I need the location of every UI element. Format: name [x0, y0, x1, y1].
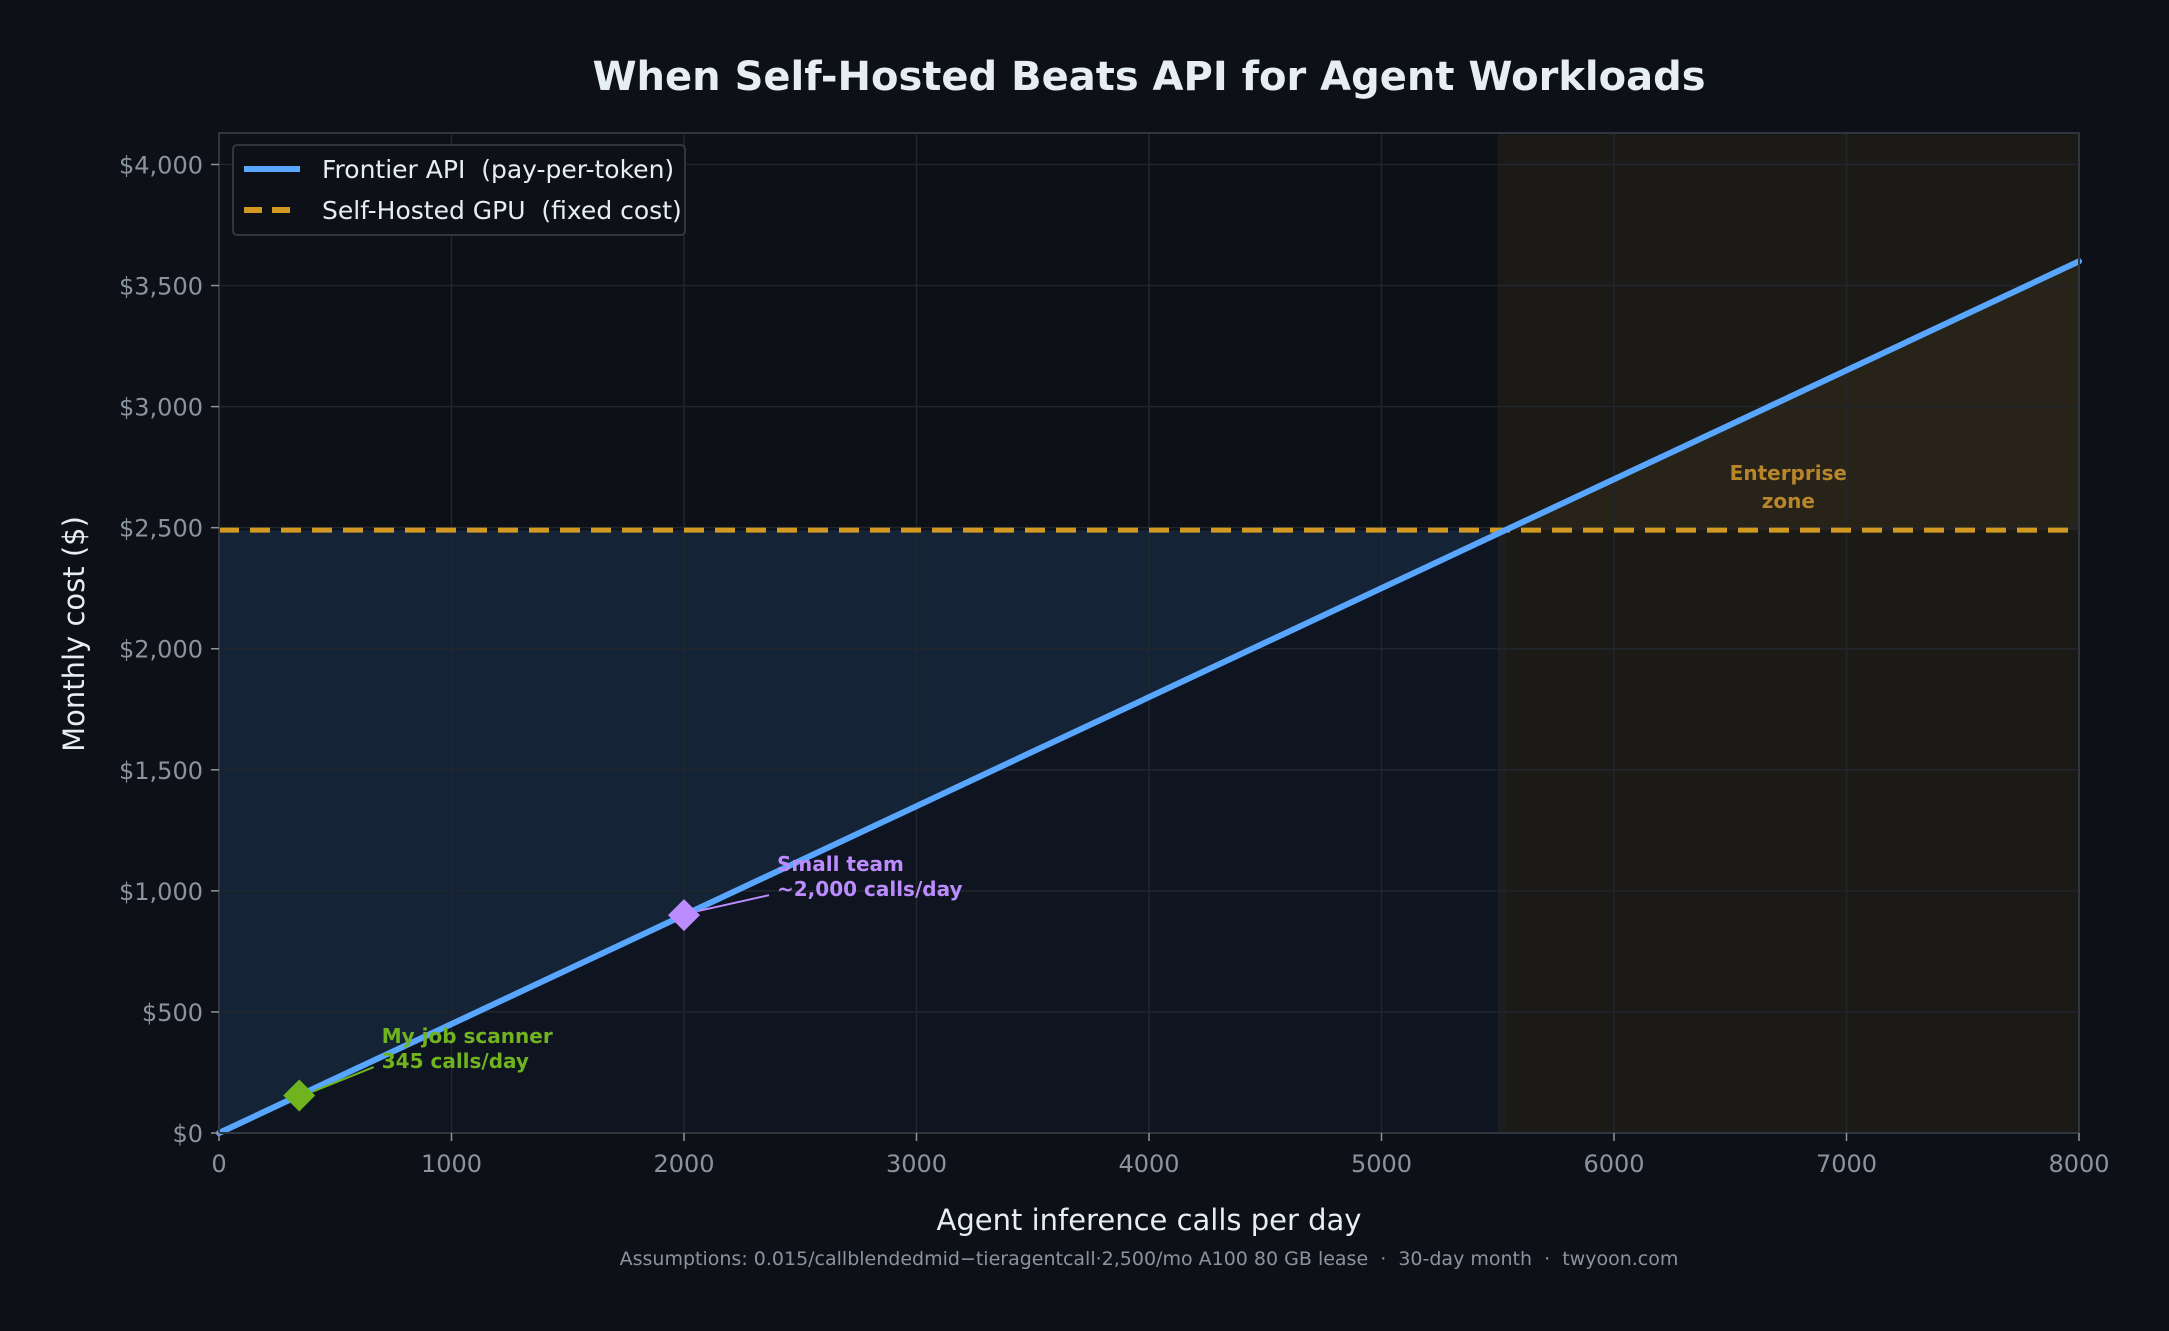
- small-team-marker: [668, 899, 700, 932]
- x-axis: 0 1000 2000 3000 4000 5000 6000 7000 8000: [211, 1133, 2110, 1178]
- series-layer: [216, 258, 2082, 1136]
- x-tick-label: 3000: [886, 1150, 947, 1178]
- x-tick-label: 8000: [2048, 1150, 2109, 1178]
- enterprise-zone-label: Enterprise zone: [1730, 461, 1847, 513]
- y-tick-label: $500: [142, 999, 203, 1027]
- y-tick-label: $2,500: [119, 515, 203, 543]
- x-tick-label: 0: [211, 1150, 226, 1178]
- y-tick-label: $3,000: [119, 394, 203, 422]
- footnote: Assumptions: 0.015/callblendedmid−tierag…: [620, 1248, 1679, 1270]
- frontier-api-line: [216, 258, 2082, 1136]
- x-tick-label: 6000: [1583, 1150, 1644, 1178]
- legend: Frontier API (pay-per-token) Self-Hosted…: [232, 144, 686, 236]
- x-tick-label: 2000: [653, 1150, 714, 1178]
- y-tick-label: $2,000: [119, 636, 203, 664]
- job-scanner-marker: [283, 1079, 316, 1112]
- point-callout-line: [697, 894, 770, 913]
- x-tick-label: 4000: [1118, 1150, 1179, 1178]
- enterprise-zone-region: [1497, 133, 2079, 1133]
- y-tick-label: $1,500: [119, 757, 203, 785]
- legend-api-label: Frontier API (pay-per-token): [322, 155, 674, 184]
- y-axis: $0 $500 $1,000 $1,500 $2,000 $2,500 $3,000 $3,5…: [119, 151, 219, 1148]
- point-callout-line: [312, 1066, 375, 1093]
- small-team-label: Small team ~2,000 calls/day: [777, 852, 963, 901]
- x-tick-label: 5000: [1351, 1150, 1412, 1178]
- x-axis-label: Agent inference calls per day: [937, 1203, 1362, 1237]
- y-tick-label: $3,500: [119, 273, 203, 301]
- legend-gpu-label: Self-Hosted GPU (fixed cost): [322, 196, 682, 225]
- y-axis-label: Monthly cost ($): [57, 516, 91, 752]
- points-layer: My job scanner 345 calls/day Small team ~2,…: [283, 852, 963, 1112]
- x-tick-label: 7000: [1816, 1150, 1877, 1178]
- y-tick-label: $0: [172, 1120, 203, 1148]
- chart-title: When Self-Hosted Beats API for Agent Wor…: [592, 54, 1705, 100]
- y-tick-label: $1,000: [119, 878, 203, 906]
- x-tick-label: 1000: [421, 1150, 482, 1178]
- y-tick-label: $4,000: [119, 151, 203, 179]
- plot-area: Enterprise zone My job scanner 345 calls/d…: [216, 132, 2082, 1136]
- legend-box: [232, 144, 686, 236]
- job-scanner-label: My job scanner 345 calls/day: [382, 1024, 553, 1073]
